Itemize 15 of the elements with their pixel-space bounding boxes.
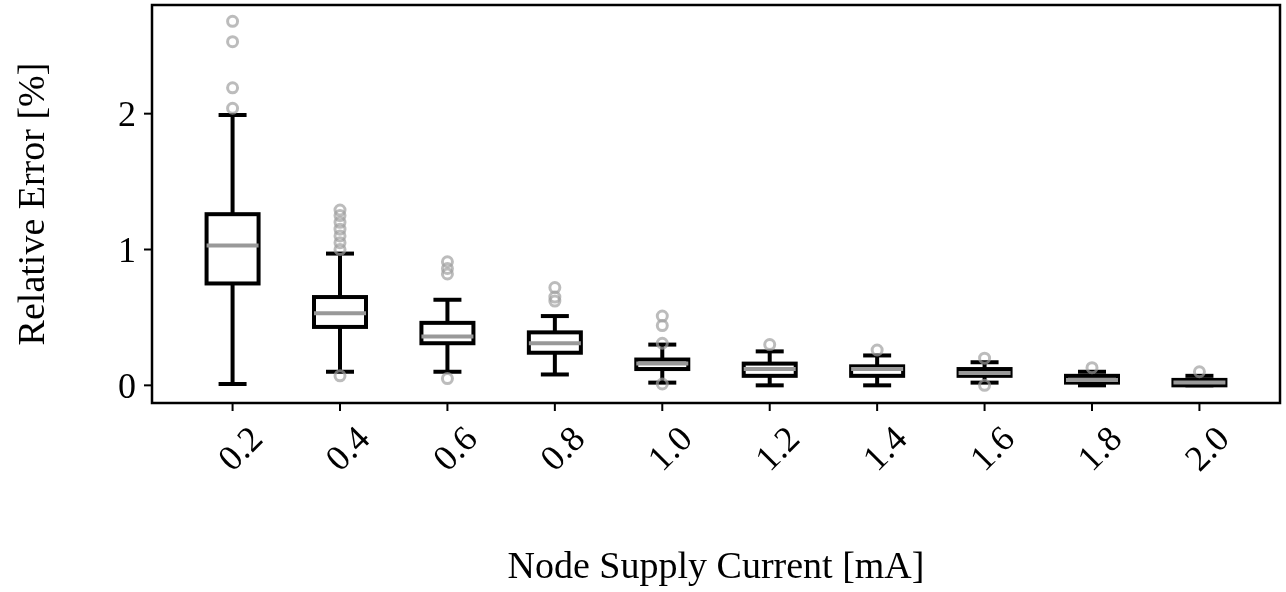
x-tick-label: 1.8 [1069, 418, 1130, 479]
x-tick-label: 0.8 [532, 418, 593, 479]
x-tick-label: 0.2 [209, 418, 271, 479]
y-tick-label: 2 [118, 94, 136, 135]
y-tick-label: 0 [118, 365, 136, 406]
x-tick-label: 1.6 [961, 418, 1023, 479]
x-tick-label: 2.0 [1176, 418, 1237, 479]
x-tick-label: 1.4 [854, 418, 915, 479]
x-tick-label: 0.6 [424, 418, 485, 479]
y-tick-label: 1 [118, 230, 136, 271]
x-axis-title: Node Supply Current [mA] [507, 544, 925, 586]
x-tick-label: 0.4 [317, 418, 378, 479]
x-tick-label: 1.2 [747, 418, 808, 479]
y-axis-title: Relative Error [%] [10, 62, 52, 346]
x-tick-label: 1.0 [639, 418, 700, 479]
